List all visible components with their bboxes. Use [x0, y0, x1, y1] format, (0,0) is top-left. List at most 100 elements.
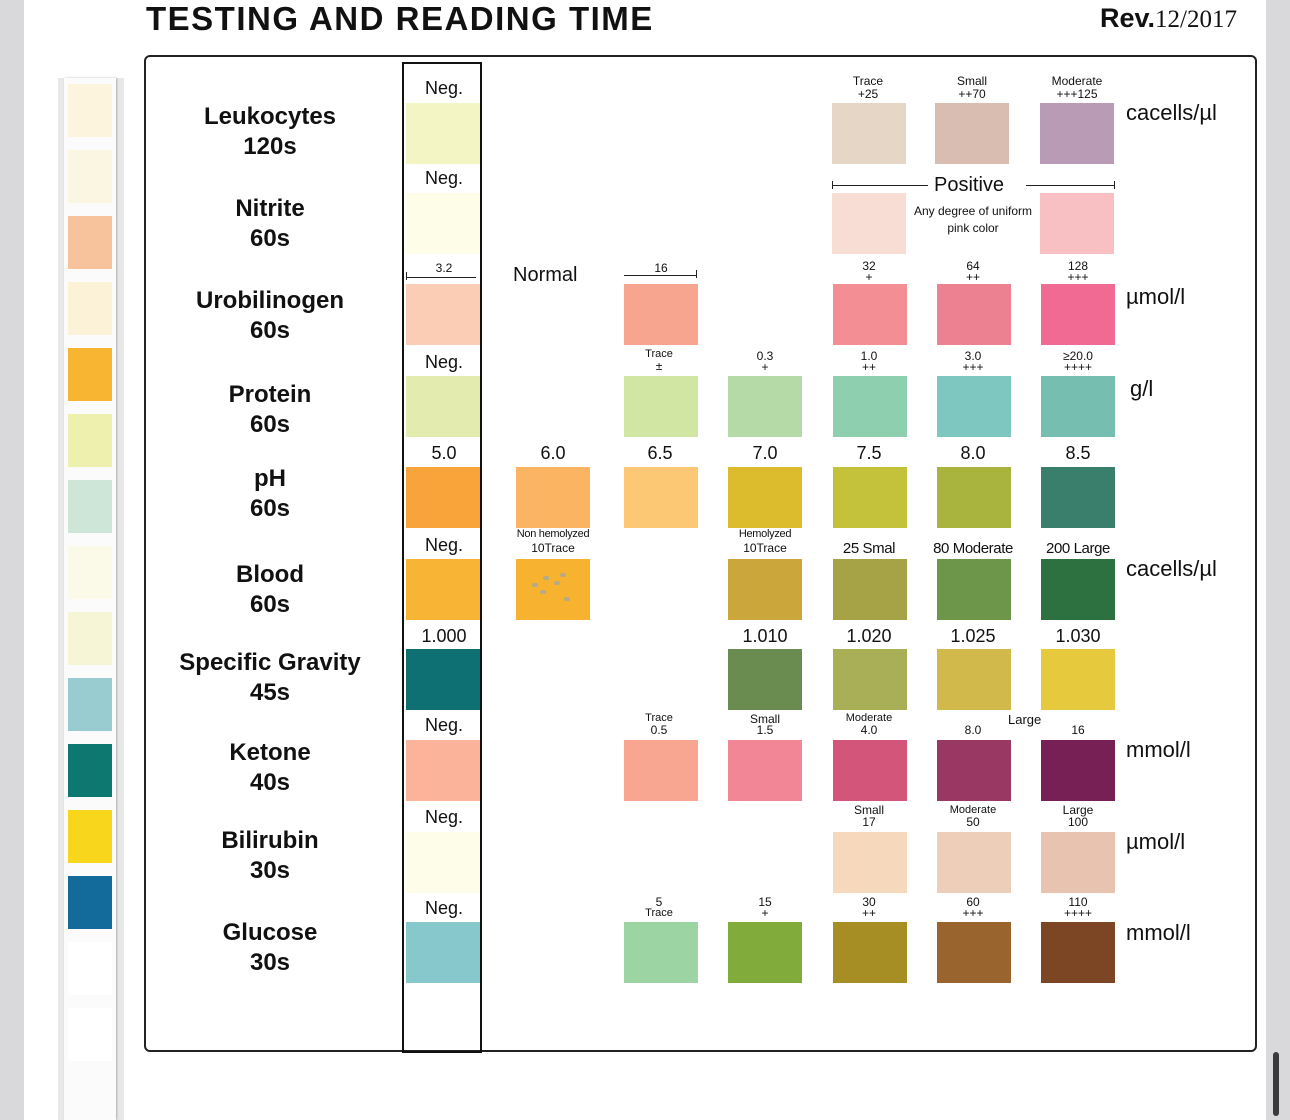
protein-swatch-3-0 — [937, 376, 1011, 437]
bilirubin-swatch-neg — [406, 832, 480, 893]
glucose-trace-label: Trace — [645, 907, 673, 919]
window-frame-left — [0, 0, 24, 1120]
nitrite-positive-bracket-left — [832, 185, 928, 186]
unit-glucose: mmol/l — [1126, 920, 1191, 945]
protein-swatch-20 — [1041, 376, 1115, 437]
blood-speckle — [564, 597, 570, 601]
strip-pad — [68, 150, 112, 203]
leukocytes-moderate-label: Moderate — [1051, 74, 1103, 88]
ph-swatch-8-5 — [1041, 467, 1115, 528]
ketone-swatch-trace — [624, 740, 698, 801]
leukocytes-moderate-value: +++125 — [1056, 87, 1098, 101]
glucose-swatch-neg — [406, 922, 480, 983]
window-frame-right — [1266, 0, 1290, 1120]
protein-trace-label: Trace — [645, 348, 673, 360]
color-chart-frame — [144, 55, 1257, 1052]
leukocytes-swatch-trace — [832, 103, 906, 164]
row-label-specific-gravity: Specific Gravity 45s — [150, 648, 390, 708]
glucose-30-sign: ++ — [861, 906, 876, 920]
sg-swatch-1-010 — [728, 649, 802, 710]
urobilinogen-scale-line-high — [624, 275, 696, 276]
glucose-swatch-110 — [1041, 922, 1115, 983]
glucose-swatch-60 — [937, 922, 1011, 983]
test-strip — [58, 78, 124, 1120]
bilirubin-large-label: Large — [1062, 803, 1094, 817]
urobilinogen-32-sign: + — [865, 270, 873, 284]
urobilinogen-32-label: 32 — [862, 259, 876, 273]
param-time: 40s — [249, 769, 291, 796]
strip-pad — [68, 414, 112, 467]
ketone-moderate-label: Moderate — [845, 712, 893, 724]
param-time: 60s — [249, 411, 291, 438]
row-label-urobilinogen: Urobilinogen 60s — [150, 286, 390, 346]
leukocytes-trace-value: +25 — [857, 87, 879, 101]
urobilinogen-swatch-128 — [1041, 284, 1115, 345]
param-time: 120s — [243, 133, 297, 160]
leukocytes-small-value: ++70 — [958, 87, 986, 101]
urobilinogen-tick-low — [406, 272, 407, 280]
ph-6-0-label: 6.0 — [540, 443, 566, 463]
protein-swatch-0-3 — [728, 376, 802, 437]
ph-6-5-label: 6.5 — [647, 443, 673, 463]
param-name: pH — [254, 465, 286, 492]
row-label-blood: Blood 60s — [150, 560, 390, 620]
protein-swatch-1-0 — [833, 376, 907, 437]
param-name: Nitrite — [235, 195, 305, 222]
sg-swatch-1-020 — [833, 649, 907, 710]
bilirubin-small-label: Small — [853, 803, 884, 817]
ketone-small-label: Small — [749, 712, 780, 726]
blood-nonhemolyzed-value: 10Trace — [531, 541, 575, 555]
strip-pad — [68, 216, 112, 269]
ketone-swatch-neg — [406, 740, 480, 801]
scrollbar-thumb[interactable] — [1273, 1052, 1279, 1116]
unit-urobilinogen: µmol/l — [1126, 284, 1186, 309]
strip-pad — [68, 810, 112, 863]
unit-protein: g/l — [1130, 376, 1154, 401]
strip-pad — [68, 876, 112, 929]
ketone-8-0-label: 8.0 — [964, 723, 982, 737]
ketone-swatch-8-0 — [937, 740, 1011, 801]
bilirubin-neg-label: Neg. — [424, 807, 464, 827]
blood-swatch-moderate — [937, 559, 1011, 620]
row-label-glucose: Glucose 30s — [150, 918, 390, 978]
sg-1-030-label: 1.030 — [1055, 626, 1101, 646]
test-strip-body — [64, 78, 116, 1120]
leukocytes-swatch-neg — [406, 103, 480, 164]
protein-neg-label: Neg. — [424, 352, 464, 372]
param-time: 45s — [249, 679, 291, 706]
param-time: 30s — [249, 857, 291, 884]
blood-swatch-neg — [406, 559, 480, 620]
param-time: 60s — [249, 225, 291, 252]
blood-speckle — [554, 581, 560, 585]
urobilinogen-128-sign: +++ — [1067, 270, 1089, 284]
urobilinogen-low-label: 3.2 — [435, 261, 453, 275]
glucose-swatch-5 — [624, 922, 698, 983]
sg-1-020-label: 1.020 — [846, 626, 892, 646]
protein-1-0-sign: ++ — [861, 360, 876, 374]
ph-8-5-label: 8.5 — [1065, 443, 1091, 463]
urobilinogen-16-label: 16 — [654, 261, 668, 275]
glucose-110-sign: ++++ — [1063, 906, 1093, 920]
ph-swatch-6-0 — [516, 467, 590, 528]
nitrite-positive-bracket-right — [1026, 185, 1114, 186]
ketone-neg-label: Neg. — [424, 715, 464, 735]
row-label-nitrite: Nitrite 60s — [150, 194, 390, 254]
sg-1-025-label: 1.025 — [950, 626, 996, 646]
protein-0-3-sign: + — [761, 360, 769, 374]
ketone-small-value: 1.5 — [756, 723, 774, 737]
glucose-110-label: 110 — [1068, 895, 1088, 909]
ketone-swatch-16 — [1041, 740, 1115, 801]
urobilinogen-swatch-32 — [833, 284, 907, 345]
blood-swatch-hemolyzed — [728, 559, 802, 620]
glucose-neg-label: Neg. — [424, 898, 464, 918]
blood-speckle — [543, 576, 549, 580]
param-name: Bilirubin — [221, 827, 319, 854]
blood-nonhemolyzed-label: Non hemolyzed — [516, 528, 590, 540]
ph-swatch-5-0 — [406, 467, 480, 528]
ketone-trace-value: 0.5 — [650, 723, 668, 737]
bilirubin-moderate-label: Moderate — [949, 804, 997, 816]
ph-8-0-label: 8.0 — [960, 443, 986, 463]
revision-label: Rev.12/2017 — [1100, 3, 1237, 34]
row-label-bilirubin: Bilirubin 30s — [150, 826, 390, 886]
bilirubin-small-value: 17 — [862, 815, 876, 829]
